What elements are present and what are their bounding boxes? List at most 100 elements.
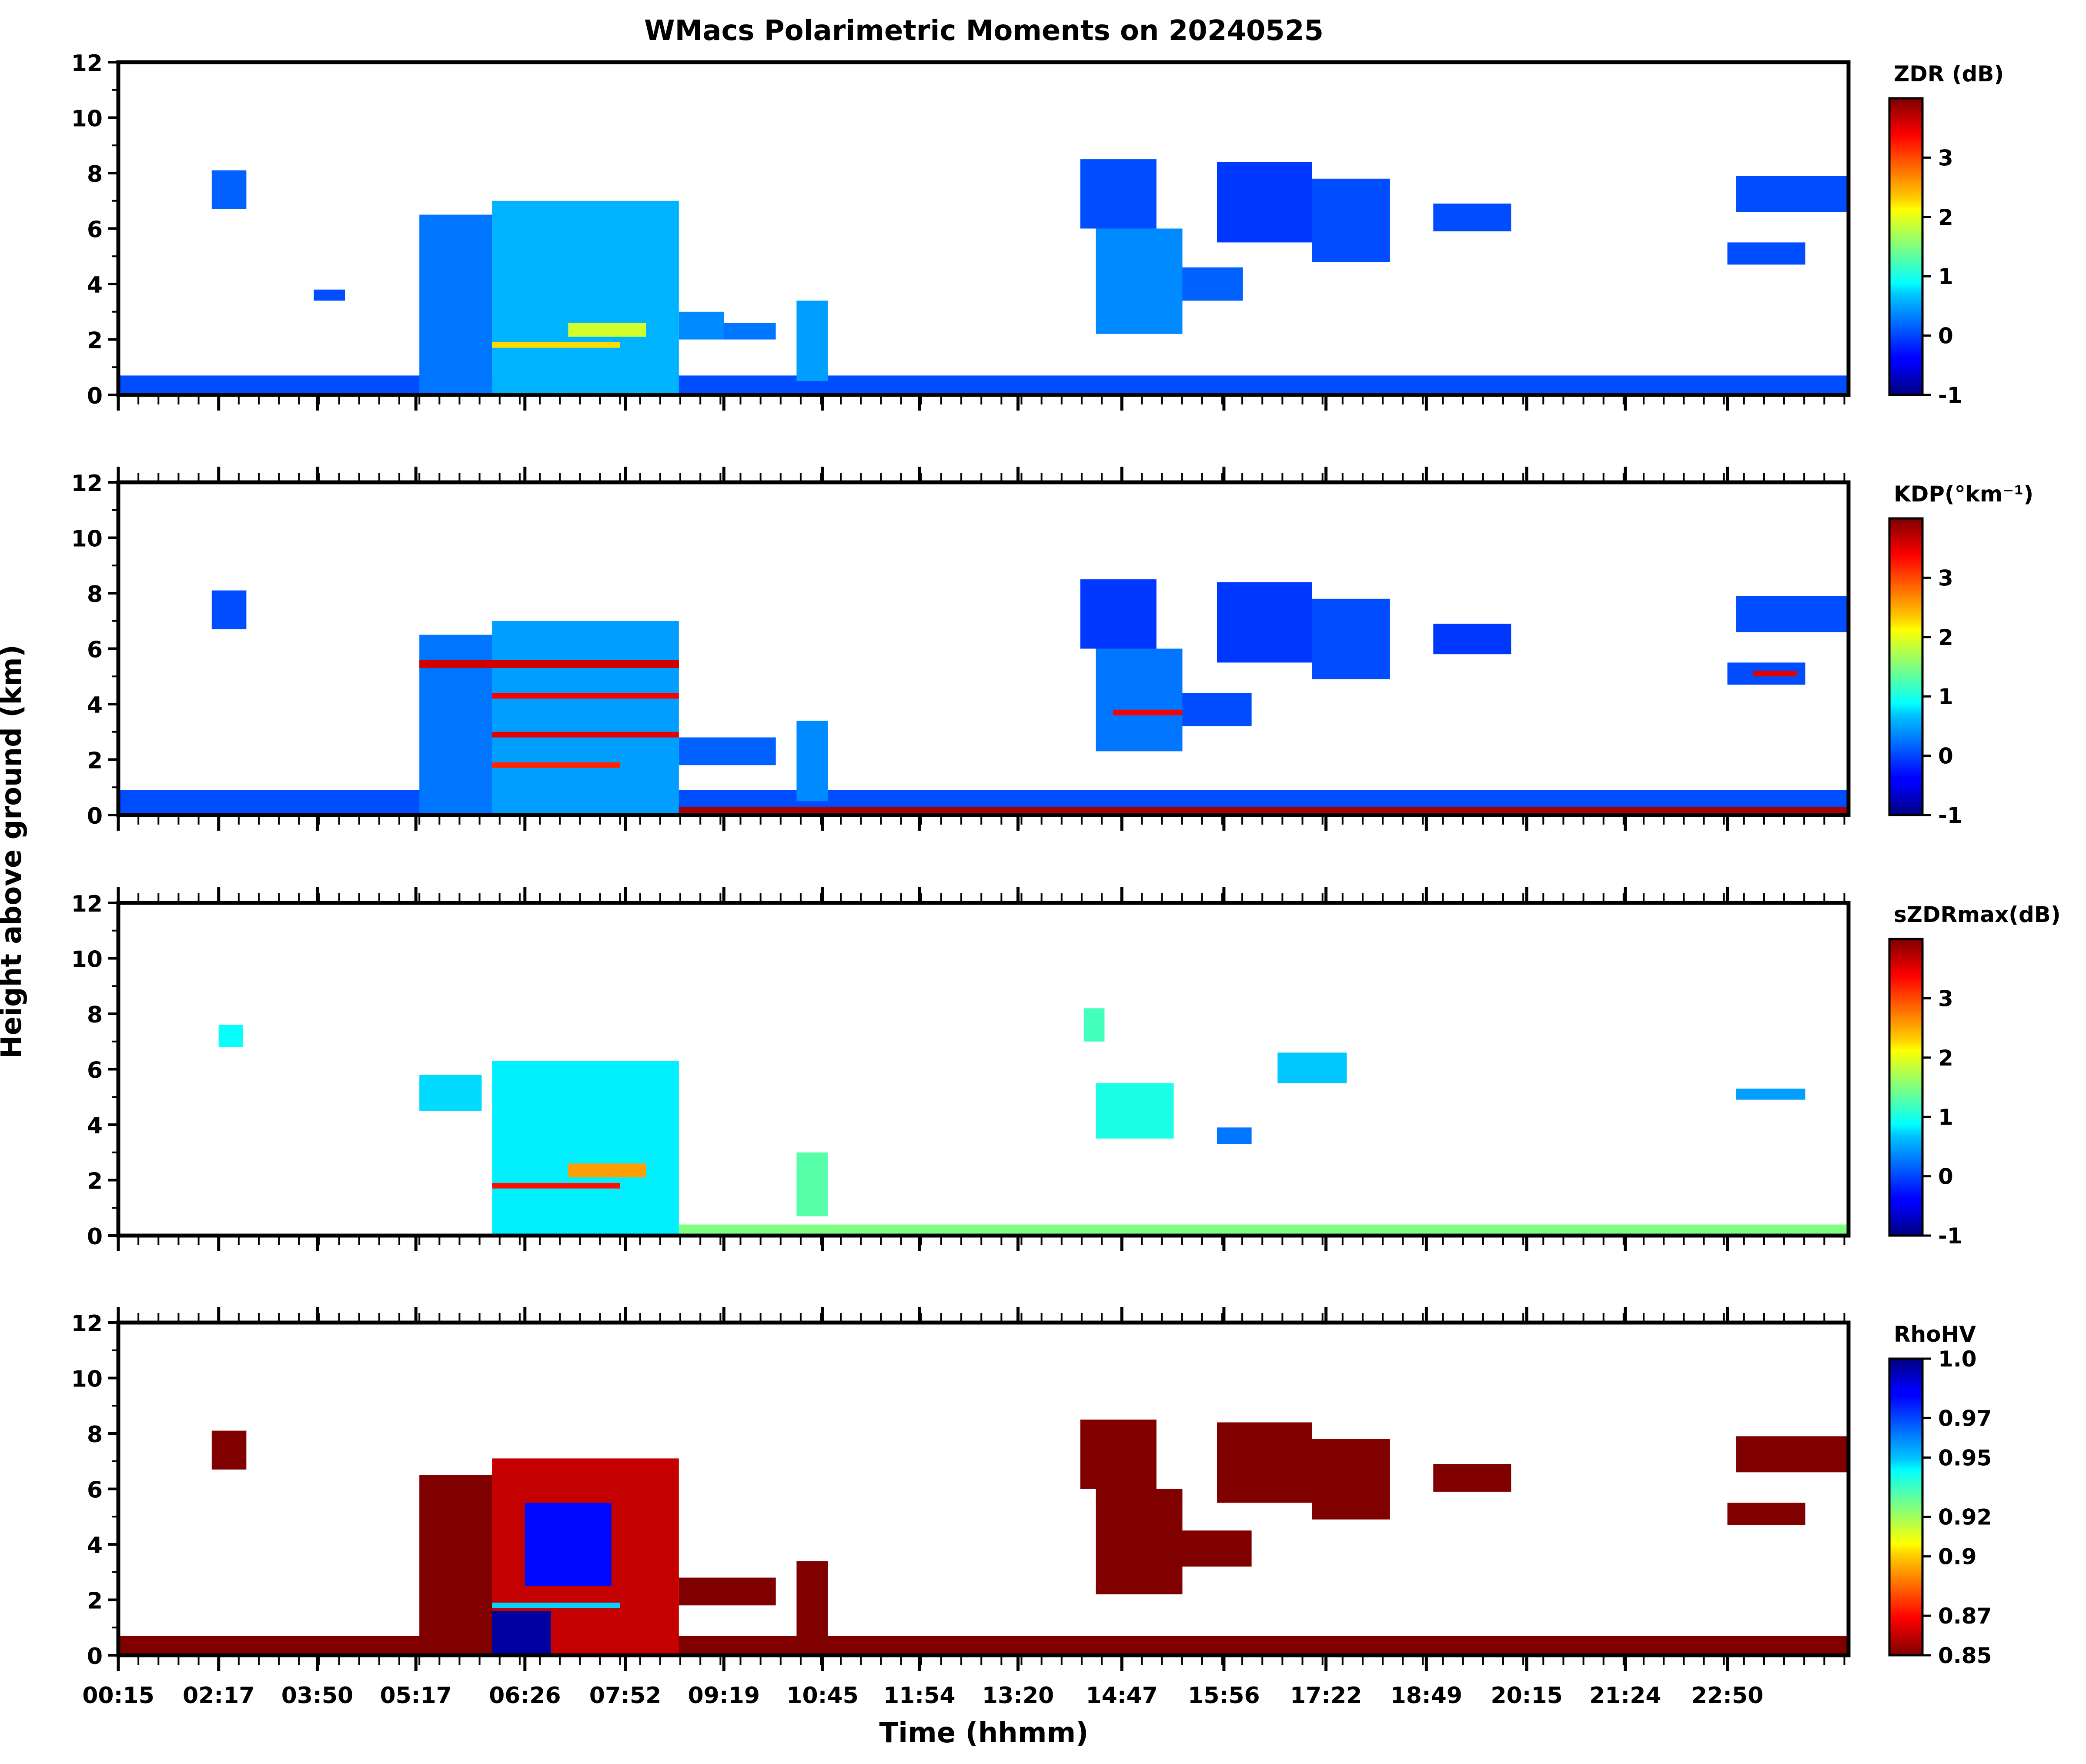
y-tick-label: 4 [87, 1113, 103, 1139]
echo-cell [419, 1075, 482, 1111]
y-tick-label: 2 [87, 748, 103, 774]
echo-cell [1312, 1439, 1390, 1520]
plot-frame [116, 480, 1851, 817]
plot-frame [116, 60, 1851, 397]
y-tick-label: 4 [87, 1533, 103, 1559]
y-tick-label: 2 [87, 1588, 103, 1614]
echo-cell [492, 1183, 620, 1189]
y-tick-label: 2 [87, 328, 103, 354]
echo-cell [1113, 709, 1183, 715]
echo-cells [118, 579, 1849, 815]
x-tick-label: 03:50 [281, 1683, 354, 1709]
echo-cell [218, 1025, 243, 1047]
echo-cell [796, 1561, 828, 1642]
x-tick-label: 21:24 [1589, 1683, 1661, 1709]
colorbar-tick-label: 0 [1938, 324, 1953, 349]
echo-cell [1096, 1083, 1174, 1139]
echo-cells [218, 1008, 1849, 1236]
x-tick-label: 09:19 [688, 1683, 760, 1709]
colorbar-tick-label: 2 [1938, 625, 1953, 650]
echo-cell [1736, 1436, 1849, 1473]
echo-cell [679, 311, 724, 340]
echo-cell [568, 1163, 646, 1178]
echo-cell [796, 301, 828, 381]
x-axis-label: Time (hhmm) [879, 1717, 1089, 1749]
echo-cell [1217, 1422, 1312, 1503]
y-tick-label: 0 [87, 383, 103, 409]
y-tick-label: 6 [87, 217, 103, 243]
y-tick-label: 10 [71, 947, 103, 973]
echo-cell [1433, 1464, 1511, 1492]
y-tick-label: 10 [71, 526, 103, 552]
echo-cell [492, 621, 679, 815]
echo-cell [1753, 671, 1797, 677]
echo-cell [679, 737, 776, 765]
y-tick-label: 8 [87, 581, 103, 608]
y-tick-label: 12 [71, 1311, 103, 1337]
echo-cell [796, 721, 828, 802]
echo-cell [419, 214, 492, 395]
colorbar [1888, 938, 1924, 1237]
echo-cell [419, 660, 679, 668]
echo-cell [211, 590, 247, 629]
echo-cell [1727, 242, 1805, 265]
x-tick-label: 18:49 [1391, 1683, 1463, 1709]
x-tick-label: 00:15 [82, 1683, 154, 1709]
colorbar-tick-label: 0 [1938, 744, 1953, 769]
colorbar-tick-label: 1 [1938, 684, 1953, 709]
y-tick-label: 0 [87, 803, 103, 829]
colorbar-label: KDP(°km⁻¹) [1894, 481, 2033, 507]
echo-cell [1182, 267, 1243, 301]
y-tick-label: 10 [71, 106, 103, 132]
echo-cell [1736, 596, 1849, 632]
echo-cell [314, 289, 345, 301]
colorbar-tick-label: -1 [1938, 1223, 1962, 1249]
y-tick-label: 8 [87, 1002, 103, 1028]
y-tick-label: 0 [87, 1644, 103, 1670]
echo-cell [492, 762, 620, 768]
echo-cell [211, 170, 247, 209]
colorbar [1888, 97, 1924, 396]
echo-cell [1080, 1420, 1157, 1489]
echo-cell [1080, 579, 1157, 649]
y-tick-label: 4 [87, 272, 103, 298]
echo-cell [672, 806, 1849, 815]
echo-cell [1182, 1530, 1252, 1567]
echo-cell [525, 1503, 612, 1586]
echo-cell [1433, 624, 1511, 655]
y-tick-label: 10 [71, 1366, 103, 1393]
colorbar-tick-label: 1 [1938, 264, 1953, 289]
echo-cell [492, 693, 679, 699]
y-tick-label: 6 [87, 637, 103, 663]
y-tick-label: 8 [87, 1422, 103, 1448]
echo-cell [1096, 1489, 1183, 1594]
y-tick-label: 12 [71, 891, 103, 917]
echo-cell [1096, 228, 1183, 334]
echo-cell [568, 323, 646, 337]
echo-cell [724, 323, 776, 340]
colorbar-label: sZDRmax(dB) [1894, 902, 2061, 927]
echo-cell [1312, 178, 1390, 262]
x-tick-label: 17:22 [1290, 1683, 1362, 1709]
echo-cell [492, 342, 620, 348]
echo-cell [1736, 1089, 1805, 1100]
colorbar-tick-label: 1 [1938, 1105, 1953, 1130]
y-tick-label: 4 [87, 692, 103, 718]
x-tick-label: 22:50 [1692, 1683, 1764, 1709]
colorbar-tick-label: 3 [1938, 565, 1953, 591]
echo-cell [118, 375, 1849, 395]
plot-frame [116, 901, 1851, 1238]
colorbar-tick-label: 0.92 [1938, 1505, 1992, 1530]
plot-frame [116, 1320, 1851, 1657]
echo-cell [492, 732, 679, 738]
echo-cell [1727, 1503, 1805, 1525]
echo-cell [1083, 1008, 1105, 1042]
y-tick-label: 8 [87, 161, 103, 187]
colorbar-label: ZDR (dB) [1894, 61, 2004, 87]
echo-cell [492, 1061, 679, 1236]
echo-cell [1217, 582, 1312, 663]
colorbar-tick-label: 3 [1938, 986, 1953, 1011]
